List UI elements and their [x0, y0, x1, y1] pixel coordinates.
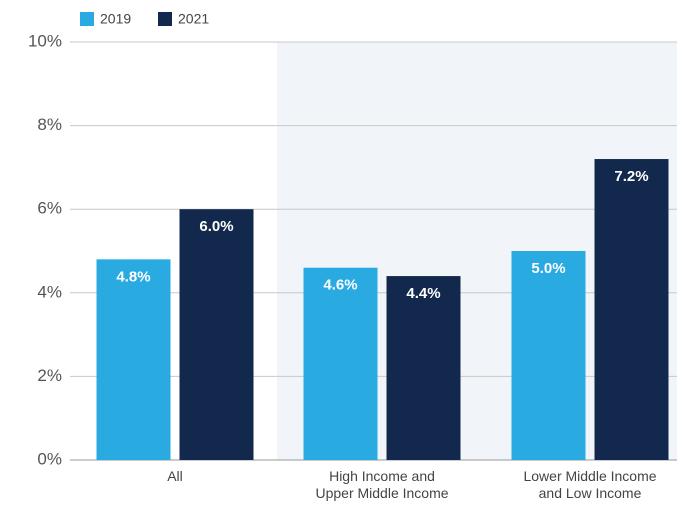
y-tick-label: 0% [37, 449, 62, 468]
legend-label: 2021 [178, 11, 209, 27]
y-tick-label: 8% [37, 115, 62, 134]
x-tick-label: Lower Middle Income and Low Income [523, 468, 657, 501]
data-label: 7.2% [614, 168, 648, 185]
bar [303, 267, 378, 460]
bar [386, 276, 461, 460]
data-label: 5.0% [531, 260, 565, 277]
data-label: 4.4% [406, 285, 440, 302]
y-tick-label: 6% [37, 199, 62, 218]
bar [96, 259, 171, 460]
data-label: 4.6% [323, 277, 357, 294]
x-tick-label: All [167, 468, 183, 484]
legend-swatch [158, 12, 172, 26]
y-tick-label: 10% [28, 31, 62, 50]
bar [179, 209, 254, 460]
data-label: 6.0% [199, 218, 233, 235]
data-label: 4.8% [116, 268, 150, 285]
bar [594, 159, 669, 461]
x-tick-label: High Income and Upper Middle Income [315, 468, 449, 501]
y-tick-label: 2% [37, 366, 62, 385]
legend-label: 2019 [100, 11, 131, 27]
bar [511, 251, 586, 460]
y-tick-label: 4% [37, 282, 62, 301]
legend-swatch [80, 12, 94, 26]
